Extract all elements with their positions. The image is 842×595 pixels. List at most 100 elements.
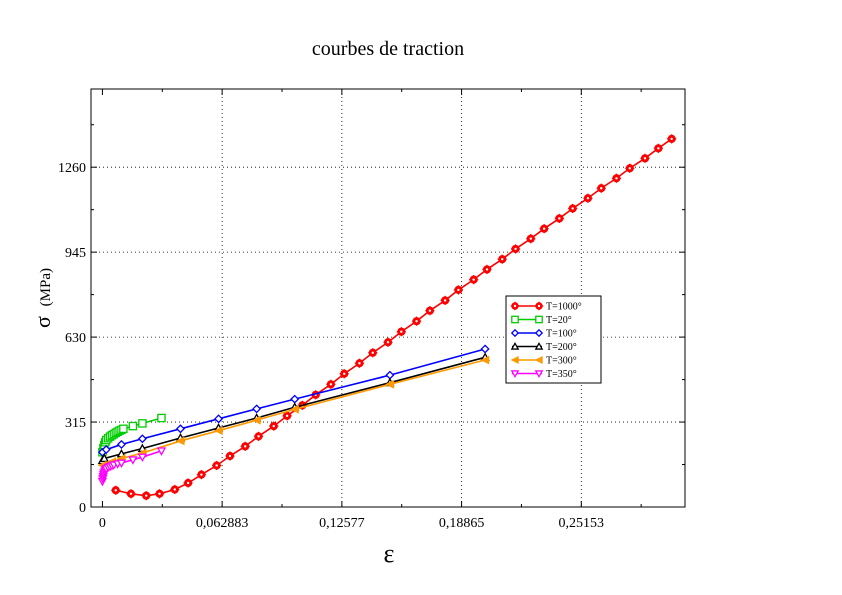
legend-entry: T=100° bbox=[510, 328, 577, 340]
data-point bbox=[535, 315, 543, 324]
x-tick-label: 0 bbox=[99, 516, 106, 531]
legend: T=1000° T=20° T=100° T=200° T=300° T=350° bbox=[505, 295, 602, 384]
legend-label: T=20° bbox=[546, 315, 572, 326]
series-line bbox=[101, 348, 486, 453]
data-point bbox=[510, 301, 520, 311]
axis-ticks: 0 0,062883 0,12577 0,18865 0,25153 0 315 630 945… bbox=[58, 89, 685, 531]
legend-label: T=1000° bbox=[546, 302, 582, 313]
data-point bbox=[175, 436, 185, 446]
x-axis-label: ε bbox=[384, 539, 395, 568]
data-point bbox=[156, 447, 167, 456]
series-t350 bbox=[97, 447, 167, 487]
data-point bbox=[383, 337, 393, 347]
y-axis-label: σ (MPa) bbox=[30, 268, 55, 328]
data-point bbox=[116, 439, 126, 449]
data-point bbox=[252, 404, 262, 414]
data-point bbox=[611, 173, 622, 183]
data-point bbox=[157, 413, 166, 423]
data-point bbox=[339, 369, 349, 379]
data-point bbox=[138, 419, 147, 428]
data-point bbox=[554, 213, 564, 224]
data-point bbox=[425, 306, 435, 316]
data-point bbox=[534, 328, 544, 338]
data-point bbox=[282, 411, 292, 421]
y-tick-label: 1260 bbox=[58, 161, 86, 176]
data-point bbox=[269, 421, 279, 431]
data-point bbox=[511, 315, 519, 324]
series-t100 bbox=[97, 344, 490, 457]
chart-title: courbes de traction bbox=[312, 38, 464, 60]
data-point bbox=[214, 414, 224, 424]
data-point bbox=[510, 355, 519, 365]
legend-label: T=200° bbox=[546, 342, 577, 353]
data-point bbox=[101, 445, 111, 455]
data-point bbox=[289, 404, 299, 414]
data-point bbox=[653, 143, 663, 153]
data-point bbox=[141, 491, 151, 501]
data-point bbox=[440, 295, 450, 306]
x-tick-label: 0,12577 bbox=[319, 516, 365, 531]
data-point bbox=[170, 484, 180, 495]
data-point bbox=[568, 203, 578, 214]
legend-box bbox=[505, 295, 602, 384]
data-point bbox=[526, 234, 536, 244]
data-point bbox=[510, 244, 521, 254]
data-point bbox=[482, 264, 492, 275]
data-point bbox=[469, 275, 479, 285]
data-point bbox=[497, 254, 507, 264]
series-line bbox=[101, 356, 486, 462]
data-point bbox=[411, 316, 422, 326]
legend-entry: T=20° bbox=[511, 315, 572, 326]
x-tick-label: 0,25153 bbox=[559, 516, 605, 531]
svg-text:σ (MPa): σ (MPa) bbox=[30, 268, 55, 328]
data-point bbox=[539, 224, 549, 234]
series-layer bbox=[97, 134, 677, 501]
data-point bbox=[534, 370, 544, 379]
legend-entry: T=200° bbox=[510, 341, 577, 353]
data-point bbox=[385, 370, 395, 380]
data-point bbox=[137, 434, 147, 444]
x-tick-label: 0,062883 bbox=[196, 516, 249, 531]
data-point bbox=[111, 485, 121, 495]
data-point bbox=[119, 424, 128, 434]
data-point bbox=[326, 379, 336, 389]
data-point bbox=[213, 426, 223, 436]
legend-entry: T=300° bbox=[510, 355, 577, 367]
y-axis-unit: (MPa) bbox=[38, 268, 54, 306]
data-point bbox=[480, 355, 490, 365]
data-point bbox=[99, 453, 110, 462]
data-point bbox=[354, 358, 365, 368]
data-point bbox=[253, 431, 264, 441]
plot-frame bbox=[90, 88, 686, 508]
y-tick-label: 315 bbox=[65, 416, 86, 431]
data-point bbox=[534, 355, 543, 365]
y-tick-label: 945 bbox=[65, 246, 86, 261]
data-point bbox=[385, 379, 395, 389]
data-point bbox=[640, 153, 650, 163]
y-axis-symbol: σ bbox=[30, 316, 55, 328]
data-point bbox=[240, 441, 250, 451]
data-point bbox=[175, 424, 186, 434]
data-point bbox=[596, 183, 606, 193]
legend-label: T=300° bbox=[546, 356, 577, 367]
data-point bbox=[128, 456, 138, 465]
legend-entry: T=1000° bbox=[510, 301, 582, 313]
data-point bbox=[251, 415, 261, 425]
data-point bbox=[126, 489, 136, 499]
data-point bbox=[534, 301, 544, 311]
series-line bbox=[115, 138, 673, 497]
y-tick-label: 630 bbox=[65, 331, 86, 346]
data-point bbox=[212, 460, 222, 471]
data-point bbox=[396, 327, 406, 337]
data-point bbox=[510, 341, 520, 350]
data-point bbox=[480, 344, 490, 354]
data-point bbox=[510, 328, 520, 338]
series-t20 bbox=[98, 413, 166, 457]
data-point bbox=[667, 134, 677, 144]
data-point bbox=[368, 348, 378, 358]
data-point bbox=[196, 470, 207, 480]
data-point bbox=[116, 459, 127, 468]
data-point bbox=[183, 478, 193, 488]
data-point bbox=[534, 341, 544, 350]
